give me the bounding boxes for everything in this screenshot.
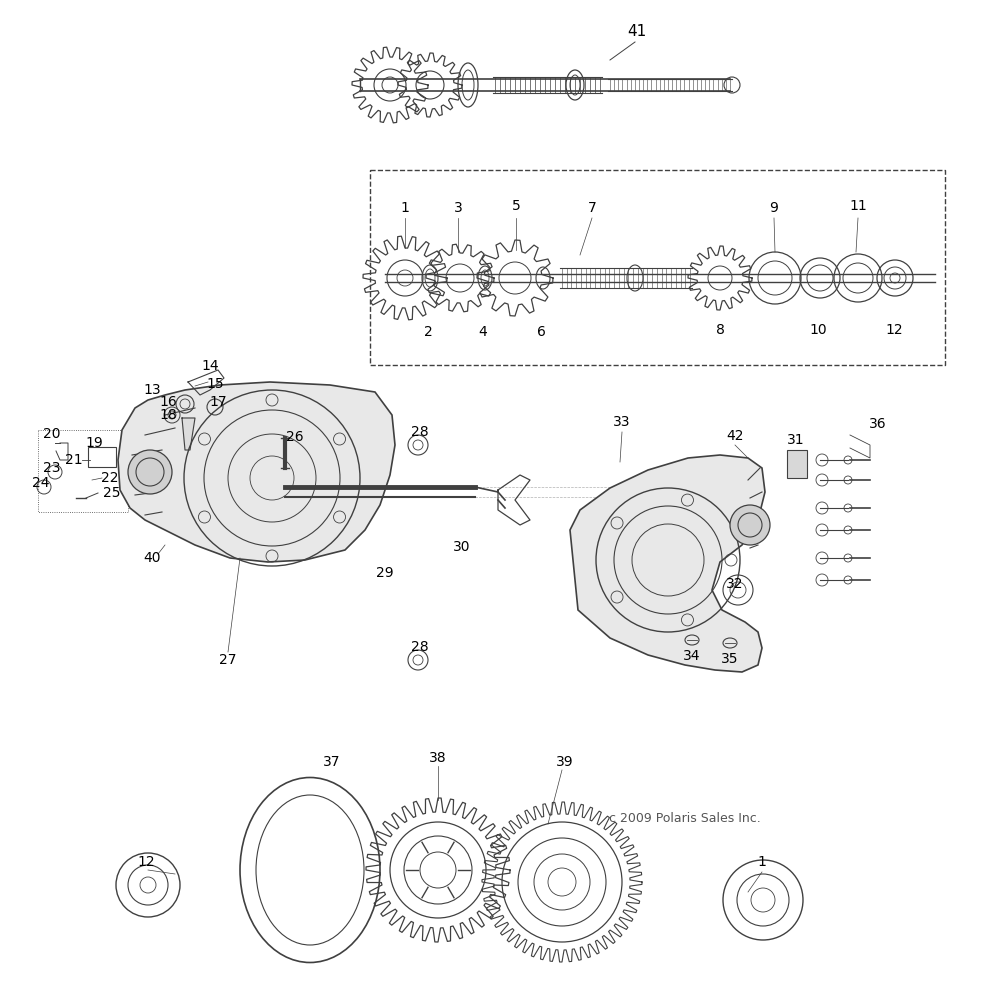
Text: 1: 1 (758, 855, 766, 869)
Polygon shape (182, 418, 195, 450)
Text: 6: 6 (537, 325, 545, 339)
Text: 35: 35 (721, 652, 739, 666)
Bar (787, 450, 807, 478)
Circle shape (730, 505, 770, 545)
Text: 14: 14 (201, 359, 219, 373)
Text: 23: 23 (43, 461, 61, 475)
Text: 40: 40 (143, 551, 161, 565)
Text: 5: 5 (512, 199, 520, 213)
Text: 25: 25 (103, 486, 121, 500)
Text: 29: 29 (376, 566, 394, 580)
Bar (370, 170, 945, 365)
Bar (88, 447, 116, 467)
Text: 30: 30 (453, 540, 471, 554)
Text: 28: 28 (411, 425, 429, 439)
Text: 39: 39 (556, 755, 574, 769)
Text: 7: 7 (588, 201, 596, 215)
Text: 2: 2 (424, 325, 432, 339)
Text: 12: 12 (137, 855, 155, 869)
Text: 32: 32 (726, 577, 744, 591)
Text: 38: 38 (429, 751, 447, 765)
Text: 20: 20 (43, 427, 61, 441)
Text: 28: 28 (411, 640, 429, 654)
Text: 24: 24 (32, 476, 50, 490)
Text: 42: 42 (726, 429, 744, 443)
Text: 18: 18 (159, 408, 177, 422)
Text: 1: 1 (401, 201, 409, 215)
Text: 26: 26 (286, 430, 304, 444)
Text: 11: 11 (849, 199, 867, 213)
Text: 8: 8 (716, 323, 724, 337)
Text: 27: 27 (219, 653, 237, 667)
Text: 34: 34 (683, 649, 701, 663)
Text: 37: 37 (323, 755, 341, 769)
Text: 16: 16 (159, 395, 177, 409)
Text: 33: 33 (613, 415, 631, 429)
Polygon shape (570, 455, 765, 672)
Bar (38, 430, 128, 512)
Text: 15: 15 (206, 377, 224, 391)
Text: 4: 4 (479, 325, 487, 339)
Text: 22: 22 (101, 471, 119, 485)
Polygon shape (118, 382, 395, 562)
Text: 3: 3 (454, 201, 462, 215)
Circle shape (128, 450, 172, 494)
Text: 31: 31 (787, 433, 805, 447)
Text: 17: 17 (209, 395, 227, 409)
Text: c 2009 Polaris Sales Inc.: c 2009 Polaris Sales Inc. (609, 812, 761, 825)
Text: 13: 13 (143, 383, 161, 397)
Text: 12: 12 (885, 323, 903, 337)
Text: 41: 41 (627, 25, 647, 40)
Text: 10: 10 (809, 323, 827, 337)
Text: 36: 36 (869, 417, 887, 431)
Text: 21: 21 (65, 453, 83, 467)
Text: 9: 9 (770, 201, 778, 215)
Text: 19: 19 (85, 436, 103, 450)
